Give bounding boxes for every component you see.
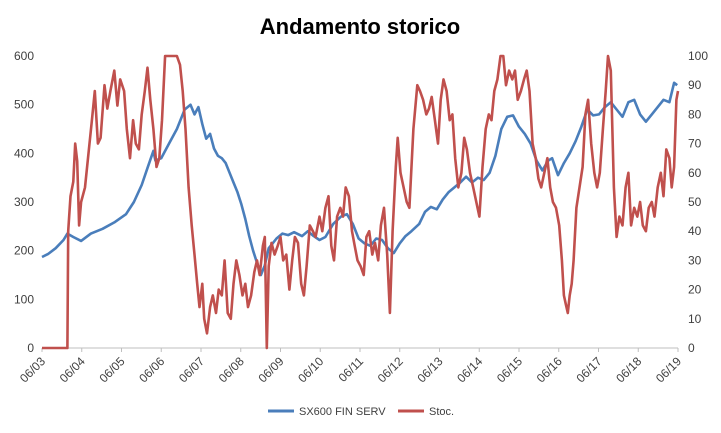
- y-left-tick-label: 600: [14, 49, 34, 63]
- series-line-sx600-fin-serv: [41, 81, 678, 277]
- y-right-tick-label: 80: [688, 107, 702, 121]
- y-right-tick-label: 60: [688, 166, 702, 180]
- series-layer: [41, 54, 680, 350]
- y-right-tick-label: 90: [688, 78, 702, 92]
- y-right-tick-label: 50: [688, 195, 702, 209]
- y-right-tick-label: 10: [688, 312, 702, 326]
- chart-title: Andamento storico: [260, 14, 460, 39]
- y-left-tick-label: 0: [27, 341, 34, 355]
- legend-label-sx600: SX600 FIN SERV: [299, 406, 386, 418]
- y-left-tick-label: 400: [14, 146, 34, 160]
- y-right-tick-label: 30: [688, 253, 702, 267]
- legend: SX600 FIN SERV Stoc.: [268, 406, 454, 418]
- series-line-stoc: [42, 54, 680, 350]
- y-right-tick-label: 70: [688, 137, 702, 151]
- y-right-tick-label: 0: [688, 341, 695, 355]
- y-left-tick-label: 100: [14, 292, 34, 306]
- legend-label-stoc: Stoc.: [429, 406, 454, 418]
- y-left-tick-label: 500: [14, 98, 34, 112]
- y-right-tick-label: 40: [688, 224, 702, 238]
- y-right-tick-label: 100: [688, 49, 708, 63]
- y-right-tick-label: 20: [688, 283, 702, 297]
- y-left-tick-label: 200: [14, 244, 34, 258]
- y-left-tick-label: 300: [14, 195, 34, 209]
